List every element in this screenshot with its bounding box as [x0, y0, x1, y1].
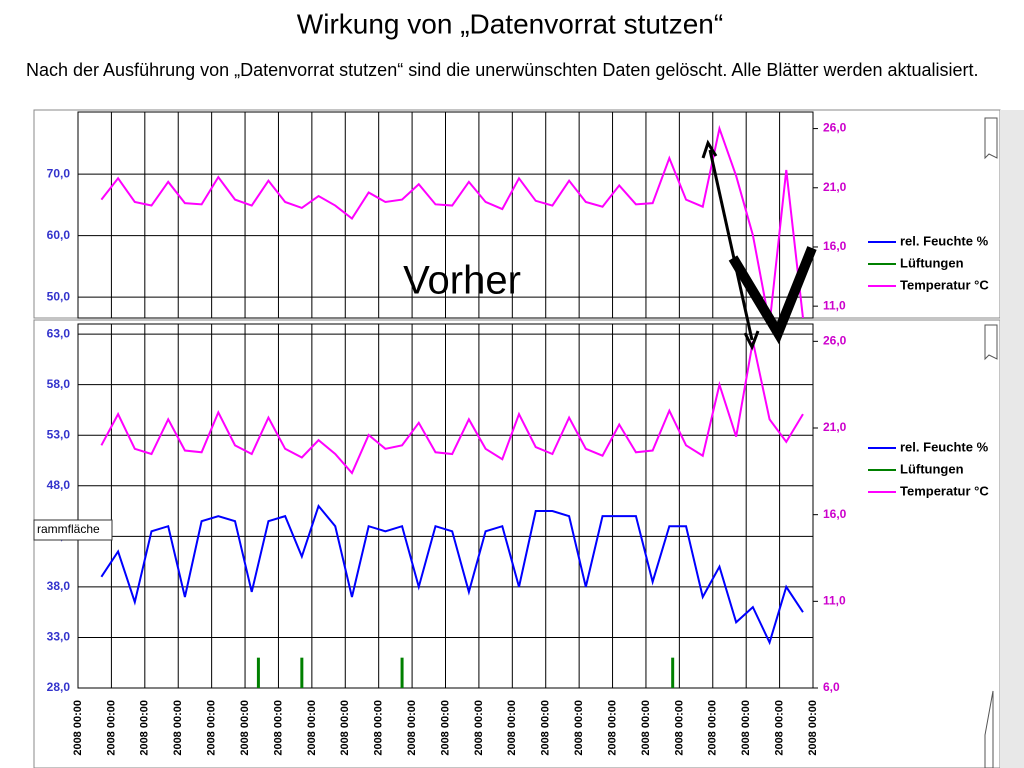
x-tick-label: 2008 00:00 — [105, 700, 117, 756]
line — [100, 124, 804, 318]
x-tick-label: 2008 00:00 — [439, 700, 451, 756]
y-tick-label: 58,0 — [47, 377, 71, 391]
check-mark — [728, 246, 817, 345]
subtitle-box: Nach der Ausführung von „Datenvorrat stu… — [26, 60, 979, 80]
x-tick-label: 2008 00:00 — [239, 700, 251, 756]
tooltip-box — [33, 519, 113, 541]
legend-label: Lüftungen — [900, 255, 964, 270]
y-tick-label: 60,0 — [47, 228, 71, 242]
tooltip: rammfläche — [37, 522, 100, 536]
x-tick-label: 2008 00:00 — [773, 700, 785, 756]
x-tick-label: 2008 00:00 — [206, 700, 218, 756]
x-tick-label: 2008 00:00 — [373, 700, 385, 756]
y2-tick-label: 11,0 — [823, 594, 846, 608]
scroll-icon — [984, 117, 998, 160]
slide-title: Wirkung von „Datenvorrat stutzen“ — [297, 8, 723, 39]
x-tick-label: 2008 00:00 — [72, 700, 84, 756]
y2-tick-label: 6,0 — [823, 680, 840, 694]
x-tick-label: 2008 00:00 — [707, 700, 719, 756]
y-tick-label: 53,0 — [47, 427, 71, 441]
x-tick-label: 2008 00:00 — [339, 700, 351, 756]
x-tick-label: 2008 00:00 — [306, 700, 318, 756]
y2-tick-label: 26,0 — [823, 121, 847, 135]
x-tick-label: 2008 00:00 — [506, 700, 518, 756]
y-tick-label: 63,0 — [47, 326, 71, 340]
y-tick-label: 70,0 — [47, 166, 71, 180]
arrow — [708, 149, 754, 341]
annotation: Vorher — [403, 259, 521, 303]
subtitle: Nach der Ausführung von „Datenvorrat stu… — [26, 60, 979, 80]
y-tick-label: 48,0 — [47, 478, 71, 492]
scroll-icon — [984, 324, 998, 361]
y2-tick-label: 16,0 — [823, 507, 847, 521]
series-group — [100, 341, 804, 688]
y2-tick-label: 11,0 — [823, 298, 846, 312]
arrow-head — [701, 139, 718, 159]
x-tick-label: 2008 00:00 — [807, 700, 819, 756]
y2-tick-label: 26,0 — [823, 334, 847, 348]
x-tick-label: 2008 00:00 — [540, 700, 552, 756]
legend-label: Temperatur °C — [900, 277, 989, 292]
y2-tick-label: 16,0 — [823, 239, 847, 253]
y2-tick-label: 21,0 — [823, 420, 847, 434]
legend-label: rel. Feuchte % — [900, 233, 989, 248]
arrows — [701, 139, 760, 351]
x-tick-label: 2008 00:00 — [272, 700, 284, 756]
line — [100, 341, 804, 475]
legend-label: rel. Feuchte % — [900, 439, 989, 454]
side-strip — [1000, 110, 1024, 768]
legend-label: Lüftungen — [900, 461, 964, 476]
charts: 50,0 60,0 70,0 11,0 16,0 21,0 26,0 rel. Feuchte… — [47, 111, 989, 756]
x-tick-label: 2008 00:00 — [606, 700, 618, 756]
x-tick-label: 2008 00:00 — [640, 700, 652, 756]
y-tick-label: 28,0 — [47, 680, 71, 694]
x-tick-label: 2008 00:00 — [740, 700, 752, 756]
x-tick-label: 2008 00:00 — [573, 700, 585, 756]
x-tick-label: 2008 00:00 — [673, 700, 685, 756]
arrow-head — [743, 330, 760, 351]
x-tick-label: 2008 00:00 — [473, 700, 485, 756]
x-tick-label: 2008 00:00 — [406, 700, 418, 756]
legend-label: Temperatur °C — [900, 483, 989, 498]
y-tick-label: 33,0 — [47, 630, 71, 644]
scroll-icon — [984, 690, 994, 768]
y-tick-label: 50,0 — [47, 289, 71, 303]
y-tick-label: 38,0 — [47, 579, 71, 593]
y2-tick-label: 21,0 — [823, 180, 847, 194]
x-tick-label: 2008 00:00 — [172, 700, 184, 756]
x-tick-label: 2008 00:00 — [139, 700, 151, 756]
line — [100, 503, 804, 646]
series-group — [100, 124, 804, 318]
